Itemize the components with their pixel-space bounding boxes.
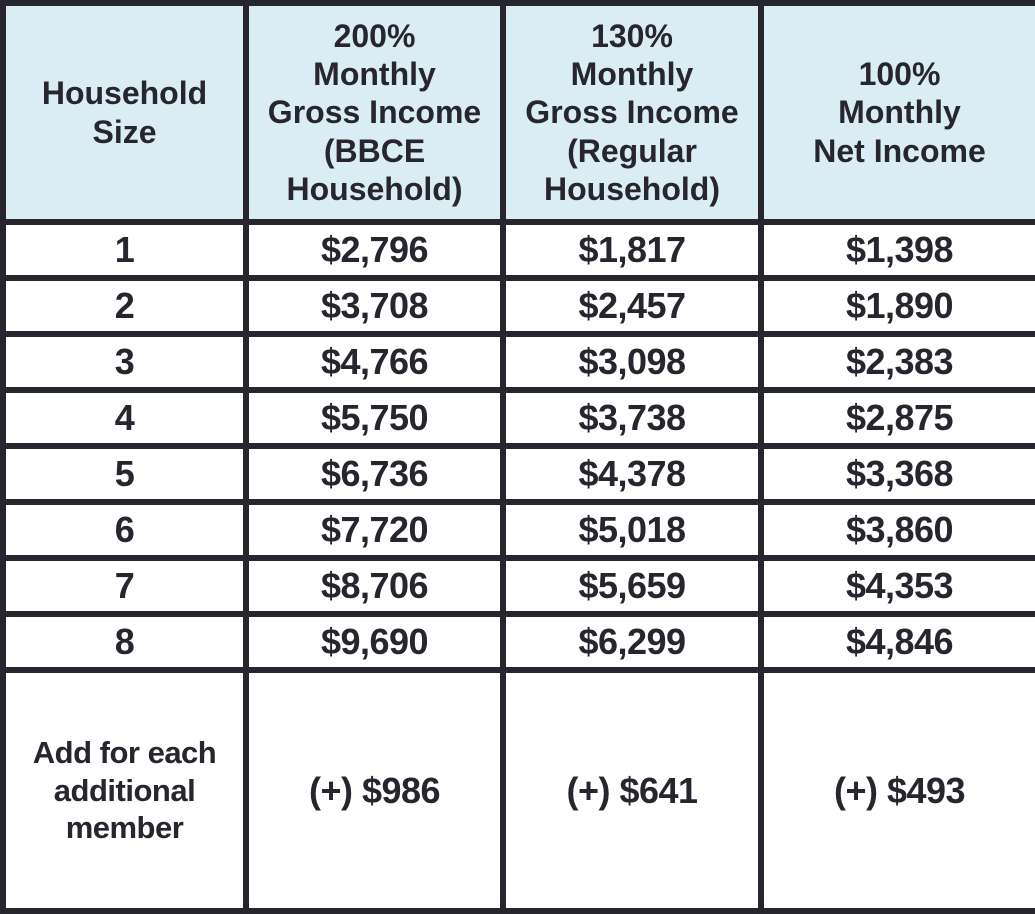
- table-row: 5 $6,736 $4,378 $3,368: [0, 443, 1035, 505]
- net-100-cell: $4,353: [758, 555, 1035, 617]
- table-row: 4 $5,750 $3,738 $2,875: [0, 387, 1035, 449]
- gross-200-cell: $3,708: [243, 275, 506, 337]
- gross-200-cell: $2,796: [243, 219, 506, 281]
- gross-130-cell: $1,817: [500, 219, 764, 281]
- table-row: 3 $4,766 $3,098 $2,383: [0, 331, 1035, 393]
- gross-130-cell: $4,378: [500, 443, 764, 505]
- gross-130-cell: $5,018: [500, 499, 764, 561]
- table-row: 8 $9,690 $6,299 $4,846: [0, 611, 1035, 673]
- additional-member-label: Add for each additional member: [0, 667, 249, 914]
- header-200-gross-income: 200% Monthly Gross Income (BBCE Househol…: [243, 0, 506, 225]
- gross-130-cell: $3,098: [500, 331, 764, 393]
- household-size-cell: 1: [0, 219, 249, 281]
- household-size-cell: 4: [0, 387, 249, 449]
- gross-130-cell: $3,738: [500, 387, 764, 449]
- gross-200-cell: $6,736: [243, 443, 506, 505]
- header-row: Household Size 200% Monthly Gross Income…: [0, 0, 1035, 225]
- gross-200-cell: $7,720: [243, 499, 506, 561]
- net-100-cell: $4,846: [758, 611, 1035, 673]
- gross-200-additional-cell: (+) $986: [243, 667, 506, 914]
- header-household-size: Household Size: [0, 0, 249, 225]
- gross-130-cell: $5,659: [500, 555, 764, 617]
- household-size-cell: 5: [0, 443, 249, 505]
- gross-130-cell: $2,457: [500, 275, 764, 337]
- table-row: 7 $8,706 $5,659 $4,353: [0, 555, 1035, 617]
- net-100-cell: $1,890: [758, 275, 1035, 337]
- gross-130-cell: $6,299: [500, 611, 764, 673]
- gross-200-cell: $5,750: [243, 387, 506, 449]
- table-row: 1 $2,796 $1,817 $1,398: [0, 219, 1035, 281]
- gross-130-additional-cell: (+) $641: [500, 667, 764, 914]
- net-100-cell: $3,860: [758, 499, 1035, 561]
- gross-200-cell: $8,706: [243, 555, 506, 617]
- net-100-cell: $1,398: [758, 219, 1035, 281]
- header-100-net-income: 100% Monthly Net Income: [758, 0, 1035, 225]
- net-100-cell: $3,368: [758, 443, 1035, 505]
- gross-200-cell: $9,690: [243, 611, 506, 673]
- gross-200-cell: $4,766: [243, 331, 506, 393]
- table-row: 2 $3,708 $2,457 $1,890: [0, 275, 1035, 337]
- net-100-additional-cell: (+) $493: [758, 667, 1035, 914]
- household-size-cell: 6: [0, 499, 249, 561]
- additional-member-row: Add for each additional member (+) $986 …: [0, 667, 1035, 914]
- table-row: 6 $7,720 $5,018 $3,860: [0, 499, 1035, 561]
- header-130-gross-income: 130% Monthly Gross Income (Regular House…: [500, 0, 764, 225]
- net-100-cell: $2,383: [758, 331, 1035, 393]
- household-size-cell: 8: [0, 611, 249, 673]
- net-100-cell: $2,875: [758, 387, 1035, 449]
- household-size-cell: 2: [0, 275, 249, 337]
- household-size-cell: 3: [0, 331, 249, 393]
- household-size-cell: 7: [0, 555, 249, 617]
